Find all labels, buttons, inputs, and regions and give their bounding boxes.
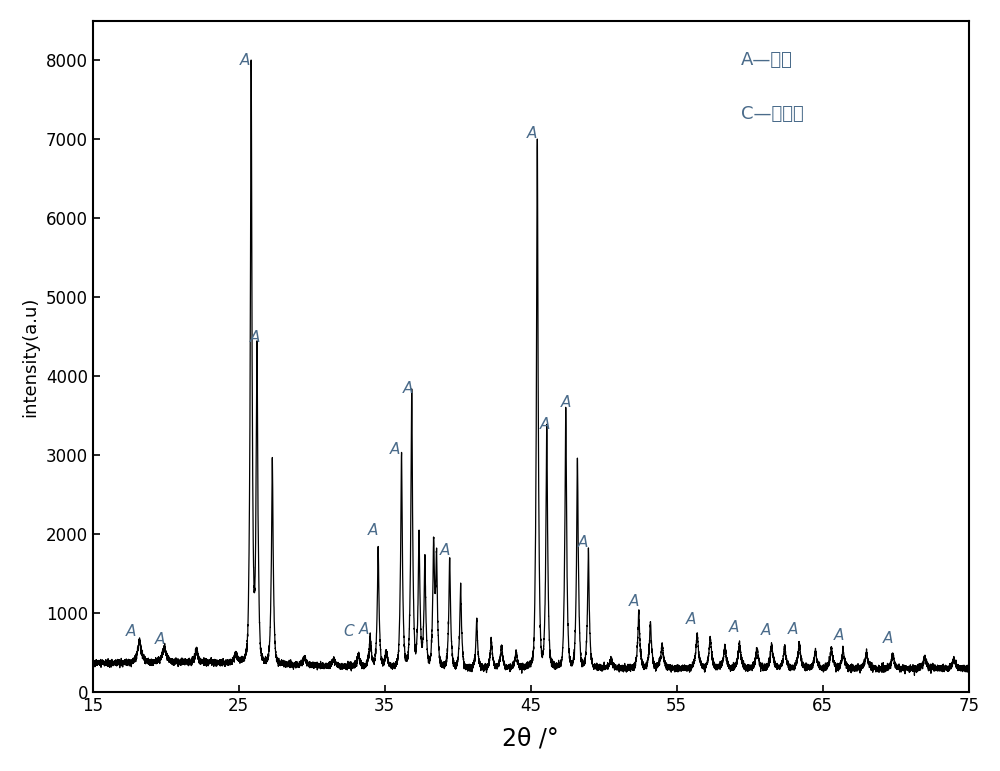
Text: A: A — [629, 594, 640, 609]
Text: A: A — [527, 126, 537, 141]
Text: C—方解石: C—方解石 — [741, 105, 804, 123]
X-axis label: 2θ /°: 2θ /° — [502, 726, 559, 750]
Text: A: A — [368, 524, 378, 538]
Text: A: A — [250, 330, 260, 345]
Text: A—文石: A—文石 — [741, 51, 793, 69]
Text: A: A — [126, 625, 136, 639]
Text: A: A — [155, 632, 165, 647]
Text: A: A — [359, 622, 369, 637]
Text: C: C — [343, 625, 354, 639]
Text: A: A — [561, 396, 571, 410]
Text: A: A — [239, 53, 250, 68]
Text: A: A — [686, 612, 696, 628]
Text: A: A — [834, 628, 844, 643]
Text: A: A — [761, 624, 771, 638]
Text: A: A — [540, 416, 551, 432]
Text: A: A — [439, 543, 450, 558]
Text: A: A — [390, 442, 400, 457]
Text: A: A — [403, 381, 413, 396]
Text: A: A — [883, 631, 894, 646]
Y-axis label: intensity(a.u): intensity(a.u) — [21, 296, 39, 416]
Text: A: A — [578, 535, 588, 550]
Text: A: A — [728, 621, 739, 635]
Text: A: A — [788, 622, 799, 637]
